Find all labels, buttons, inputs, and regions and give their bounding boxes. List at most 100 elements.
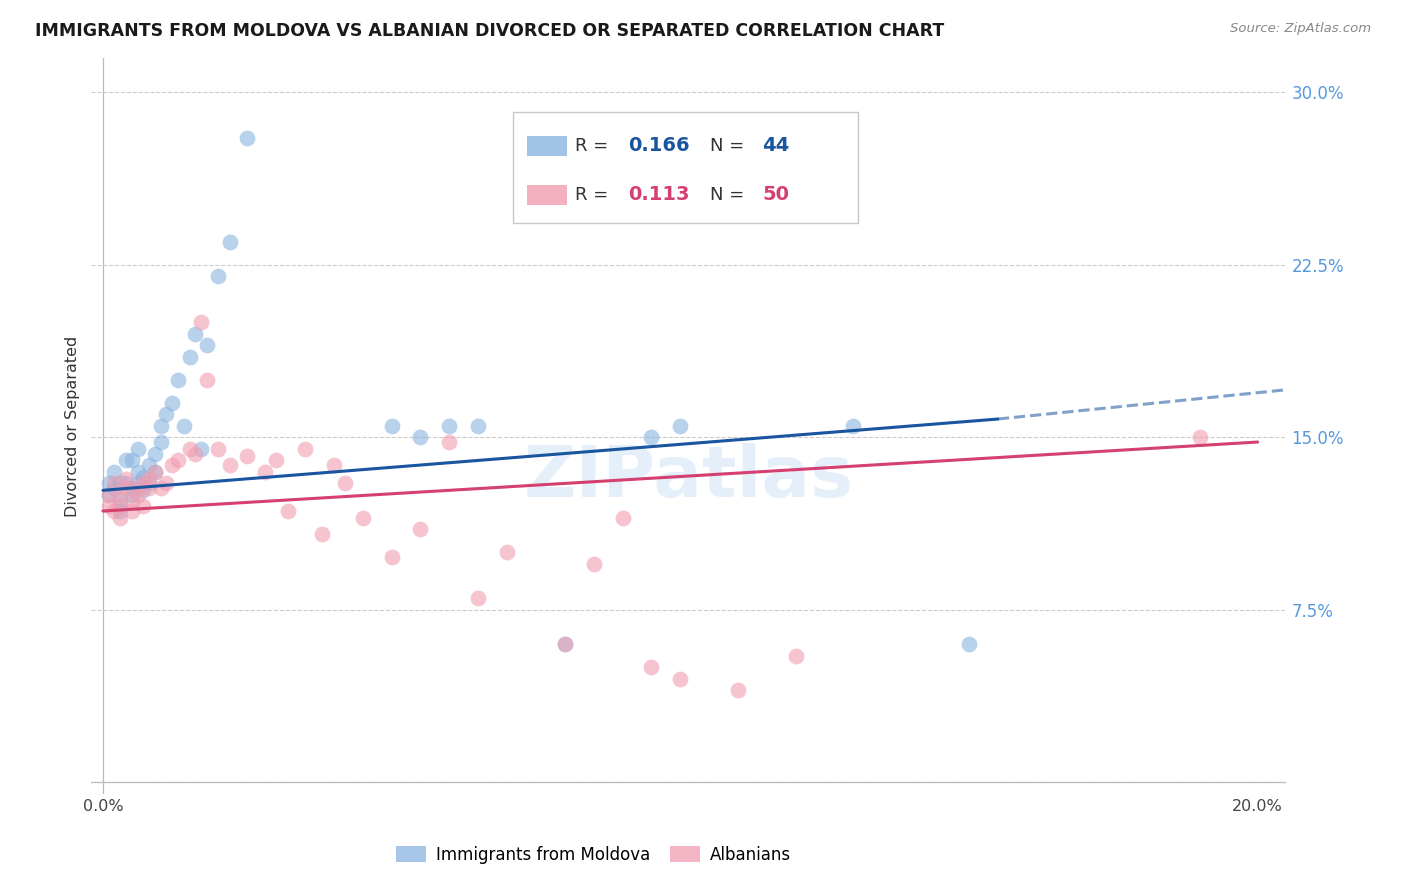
Point: [554, 637, 576, 651]
Point: [143, 465, 166, 479]
Point: [121, 488, 143, 502]
Point: [236, 449, 259, 463]
Point: [103, 465, 125, 479]
Point: [110, 500, 132, 514]
Point: [179, 350, 201, 364]
Point: [143, 465, 166, 479]
Point: [110, 492, 132, 507]
Text: 0.166: 0.166: [628, 136, 690, 155]
Point: [277, 504, 299, 518]
Point: [138, 476, 160, 491]
Point: [381, 418, 404, 433]
Point: [264, 453, 287, 467]
Point: [138, 481, 160, 495]
Point: [97, 476, 120, 491]
Point: [132, 500, 155, 514]
Point: [785, 648, 807, 663]
Point: [640, 660, 662, 674]
Point: [110, 488, 132, 502]
Point: [195, 373, 218, 387]
Point: [167, 373, 190, 387]
Point: [149, 481, 172, 495]
Legend: Immigrants from Moldova, Albanians: Immigrants from Moldova, Albanians: [389, 838, 797, 871]
Point: [138, 472, 160, 486]
Point: [219, 458, 242, 472]
Point: [127, 476, 149, 491]
Point: [115, 453, 138, 467]
Point: [467, 418, 489, 433]
Point: [842, 418, 865, 433]
Text: 44: 44: [762, 136, 789, 155]
Point: [110, 476, 132, 491]
Point: [110, 504, 132, 518]
Point: [727, 683, 749, 698]
Point: [160, 458, 183, 472]
Point: [149, 418, 172, 433]
Point: [143, 446, 166, 460]
Point: [132, 476, 155, 491]
Point: [127, 488, 149, 502]
Point: [110, 511, 132, 525]
Point: [97, 488, 120, 502]
Point: [467, 591, 489, 606]
Point: [612, 511, 634, 525]
Point: [97, 488, 120, 502]
Point: [439, 435, 461, 450]
Point: [121, 495, 143, 509]
Point: [103, 481, 125, 495]
Point: [236, 131, 259, 145]
Text: 0.113: 0.113: [628, 186, 690, 204]
Point: [155, 408, 177, 422]
Point: [127, 481, 149, 495]
Point: [957, 637, 980, 651]
Point: [127, 465, 149, 479]
Point: [132, 469, 155, 483]
Text: N =: N =: [710, 136, 749, 155]
Point: [253, 465, 276, 479]
Point: [195, 338, 218, 352]
Point: [207, 269, 229, 284]
Point: [97, 500, 120, 514]
Point: [121, 481, 143, 495]
Point: [352, 511, 374, 525]
Text: ZIPatlas: ZIPatlas: [524, 443, 853, 512]
Point: [103, 504, 125, 518]
Text: Source: ZipAtlas.com: Source: ZipAtlas.com: [1230, 22, 1371, 36]
Point: [381, 549, 404, 564]
Point: [582, 557, 605, 571]
Point: [160, 396, 183, 410]
Point: [294, 442, 316, 456]
Point: [409, 523, 432, 537]
Point: [155, 476, 177, 491]
Point: [115, 476, 138, 491]
Point: [219, 235, 242, 249]
Point: [640, 430, 662, 444]
Point: [311, 527, 333, 541]
Text: R =: R =: [575, 136, 614, 155]
Point: [103, 476, 125, 491]
Point: [184, 326, 207, 341]
Text: N =: N =: [710, 186, 749, 204]
Point: [121, 504, 143, 518]
Point: [115, 481, 138, 495]
Point: [322, 458, 344, 472]
Point: [190, 442, 212, 456]
Point: [167, 453, 190, 467]
Text: IMMIGRANTS FROM MOLDOVA VS ALBANIAN DIVORCED OR SEPARATED CORRELATION CHART: IMMIGRANTS FROM MOLDOVA VS ALBANIAN DIVO…: [35, 22, 945, 40]
Point: [439, 418, 461, 433]
Point: [554, 637, 576, 651]
Point: [207, 442, 229, 456]
Point: [1188, 430, 1211, 444]
Point: [149, 435, 172, 450]
Y-axis label: Divorced or Separated: Divorced or Separated: [65, 335, 80, 516]
Point: [524, 154, 547, 169]
Text: 50: 50: [762, 186, 789, 204]
Point: [496, 545, 519, 559]
Point: [409, 430, 432, 444]
Point: [184, 446, 207, 460]
Text: R =: R =: [575, 186, 614, 204]
Point: [138, 458, 160, 472]
Point: [669, 418, 692, 433]
Point: [121, 453, 143, 467]
Point: [132, 483, 155, 498]
